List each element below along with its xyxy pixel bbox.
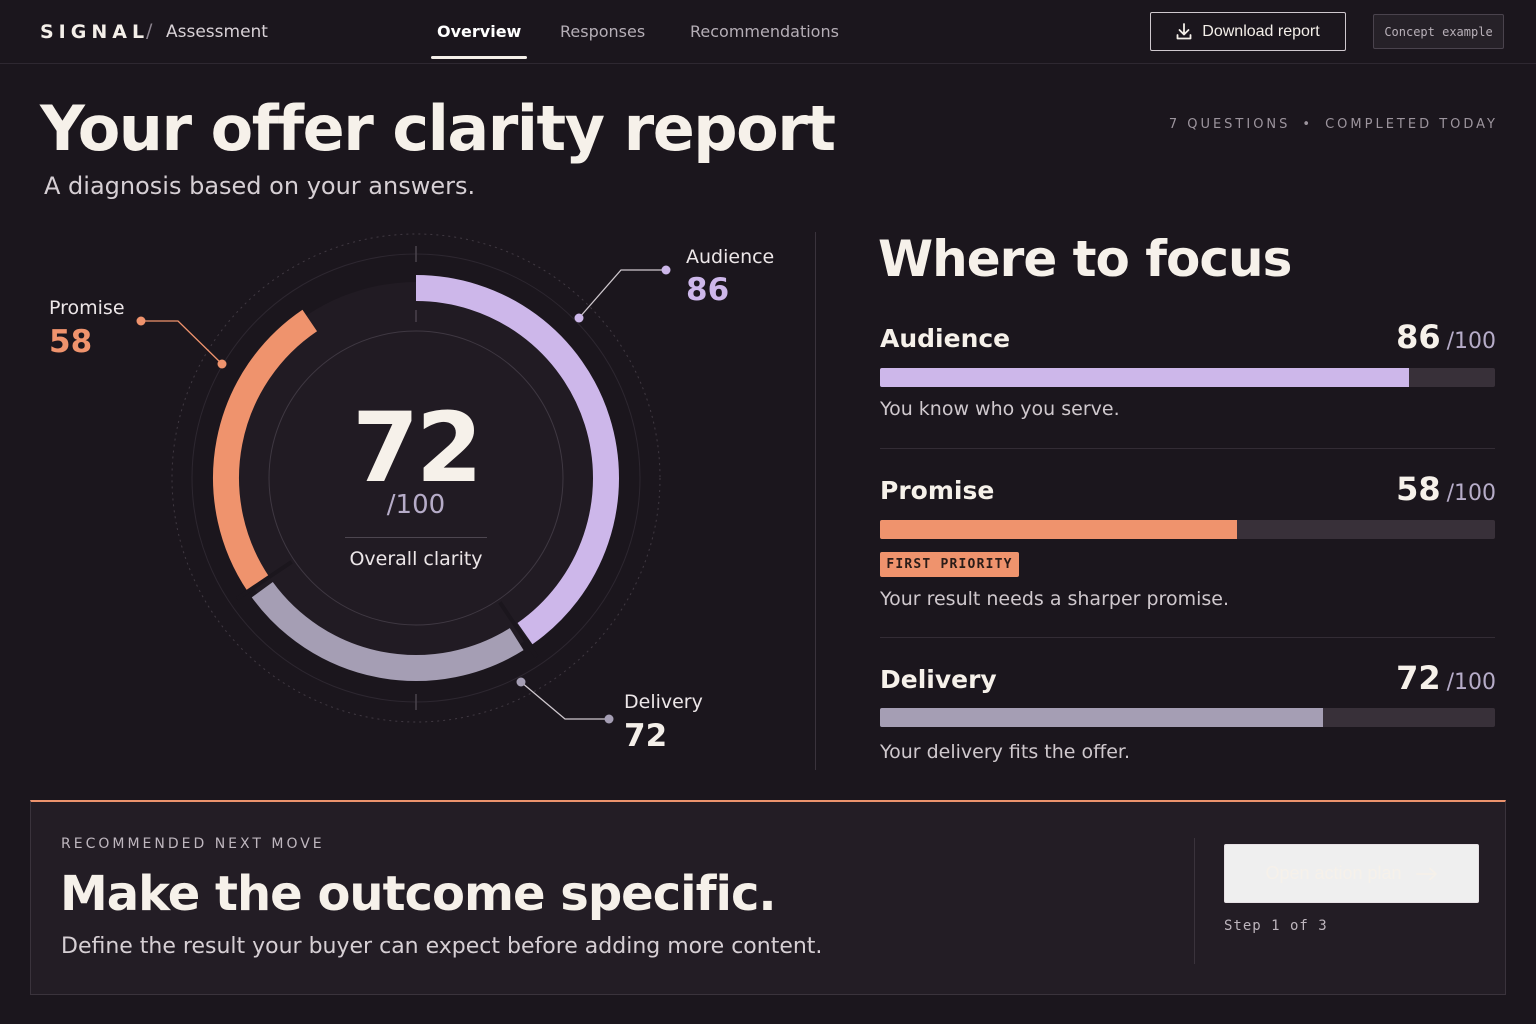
- breadcrumb-assessment[interactable]: Assessment: [166, 22, 268, 42]
- donut-outer-dotted-ring: [171, 233, 661, 723]
- metric-score-value: 58: [1396, 470, 1441, 508]
- leader-dot-promise: [136, 316, 146, 326]
- first-priority-badge: FIRST PRIORITY: [880, 552, 1019, 577]
- top-nav: SIGNAL / Assessment Overview Responses R…: [0, 0, 1536, 64]
- concept-example-badge: Concept example: [1373, 14, 1504, 49]
- tab-responses[interactable]: Responses: [560, 22, 646, 41]
- metric-score-denominator: /100: [1446, 329, 1496, 354]
- overall-score-denominator: /100: [386, 490, 446, 520]
- donut-segment-promise: [213, 309, 318, 592]
- focus-title: Where to focus: [878, 230, 1292, 288]
- section-divider: [815, 232, 816, 770]
- next-move-title: Make the outcome specific.: [60, 866, 777, 922]
- metric-desc-audience: You know who you serve.: [880, 398, 1120, 420]
- metric-name-delivery: Delivery: [880, 665, 997, 694]
- metric-desc-delivery: Your delivery fits the offer.: [880, 741, 1131, 763]
- download-report-label: Download report: [1202, 22, 1320, 40]
- callout-label-promise: Promise: [49, 297, 125, 319]
- meta-separator: •: [1302, 117, 1314, 132]
- leader-dot-audience: [661, 265, 671, 275]
- overall-score: 72: [352, 392, 483, 504]
- metric-divider: [880, 448, 1495, 449]
- metric-score-value: 72: [1396, 659, 1441, 697]
- leader-dot-audience: [574, 313, 584, 323]
- callout-value-audience: 86: [686, 272, 730, 308]
- leader-line-audience: [578, 269, 666, 319]
- metric-score-value: 86: [1396, 318, 1441, 356]
- metric-score-promise: 58/100: [1396, 470, 1496, 508]
- page-title: Your offer clarity report: [40, 92, 836, 165]
- overall-label: Overall clarity: [349, 548, 483, 570]
- breadcrumb-separator: /: [146, 20, 153, 42]
- meta-questions: 7 QUESTIONS: [1168, 117, 1291, 132]
- arrow-right-icon: [1415, 867, 1437, 880]
- download-report-button[interactable]: Download report: [1150, 12, 1346, 51]
- callout-label-delivery: Delivery: [624, 691, 703, 713]
- donut-gap-tick-right: [498, 601, 539, 659]
- metric-desc-promise: Your result needs a sharper promise.: [880, 588, 1229, 610]
- leader-line-delivery: [520, 681, 609, 720]
- metric-name-promise: Promise: [880, 476, 995, 505]
- meta-completed: COMPLETED TODAY: [1325, 117, 1498, 132]
- leader-dot-promise: [217, 359, 227, 369]
- metric-score-audience: 86/100: [1396, 318, 1496, 356]
- card-divider: [1194, 838, 1195, 964]
- brand-logo[interactable]: SIGNAL: [40, 21, 150, 43]
- donut-gap-tick-left: [235, 560, 293, 601]
- download-icon: [1176, 23, 1192, 40]
- donut-segment-audience: [415, 275, 619, 645]
- metric-name-audience: Audience: [880, 324, 1011, 353]
- metric-bar-audience: [880, 368, 1495, 387]
- metric-score-denominator: /100: [1446, 670, 1496, 695]
- tab-recommendations[interactable]: Recommendations: [690, 22, 839, 41]
- tab-overview[interactable]: Overview: [430, 22, 528, 64]
- metric-divider: [880, 637, 1495, 638]
- leader-dot-delivery: [516, 677, 526, 687]
- leader-line-promise: [141, 320, 223, 365]
- metric-bar-fill-promise: [880, 520, 1237, 539]
- next-move-card: RECOMMENDED NEXT MOVE Make the outcome s…: [30, 800, 1506, 995]
- metric-bar-fill-delivery: [880, 708, 1323, 727]
- open-action-plan-label: Open action plan: [1265, 863, 1402, 883]
- callout-value-delivery: 72: [624, 718, 668, 754]
- next-move-description: Define the result your buyer can expect …: [61, 934, 823, 959]
- metric-score-denominator: /100: [1446, 481, 1496, 506]
- overall-divider: [345, 537, 487, 538]
- step-indicator: Step 1 of 3: [1224, 918, 1328, 934]
- callout-value-promise: 58: [49, 324, 93, 360]
- metric-score-delivery: 72/100: [1396, 659, 1496, 697]
- leader-dot-delivery: [604, 714, 614, 724]
- clarity-donut-chart: [136, 233, 671, 724]
- report-meta: 7 QUESTIONS • COMPLETED TODAY: [1169, 117, 1498, 132]
- metric-bar-delivery: [880, 708, 1495, 727]
- donut-inner-ring: [268, 330, 564, 626]
- metric-bar-fill-audience: [880, 368, 1409, 387]
- open-action-plan-button[interactable]: Open action plan: [1224, 844, 1479, 903]
- callout-label-audience: Audience: [686, 246, 775, 268]
- donut-segment-delivery: [251, 581, 524, 681]
- next-move-kicker: RECOMMENDED NEXT MOVE: [61, 836, 325, 852]
- page-subtitle: A diagnosis based on your answers.: [44, 172, 476, 200]
- donut-track: [220, 282, 612, 674]
- metric-bar-promise: [880, 520, 1495, 539]
